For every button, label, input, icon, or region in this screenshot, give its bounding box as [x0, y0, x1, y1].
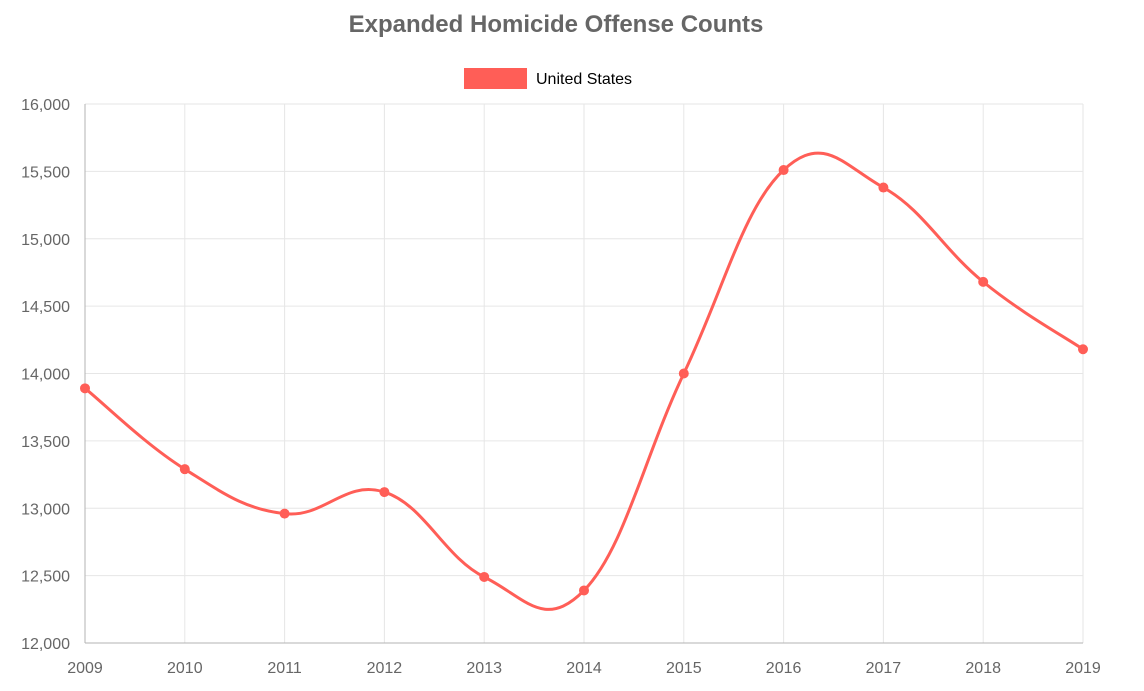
data-point-2018[interactable] — [978, 276, 989, 287]
y-tick-label: 13,500 — [21, 434, 70, 451]
x-tick-label: 2017 — [866, 660, 902, 677]
data-point-2014[interactable] — [579, 585, 589, 596]
y-tick-label: 15,500 — [21, 164, 70, 181]
data-point-2010[interactable] — [179, 464, 190, 475]
data-point-2009[interactable] — [80, 383, 90, 394]
y-tick-label: 12,500 — [21, 569, 70, 586]
y-tick-label: 15,000 — [21, 232, 70, 249]
grid — [84, 103, 1084, 644]
series-line-united-states — [84, 151, 1084, 611]
data-point-2017[interactable] — [878, 182, 889, 193]
y-tick-label: 14,500 — [21, 299, 70, 316]
x-tick-label: 2013 — [466, 660, 502, 677]
data-point-2011[interactable] — [279, 508, 290, 519]
x-tick-label: 2009 — [67, 660, 103, 677]
x-tick-label: 2016 — [766, 660, 802, 677]
legend[interactable]: United States — [464, 68, 632, 89]
x-tick-label: 2010 — [167, 660, 203, 677]
legend-swatch-united-states[interactable] — [464, 68, 527, 89]
data-point-2019[interactable] — [1078, 344, 1088, 355]
y-axis-ticks: 12,000 12,500 13,000 13,500 14,000 14,500 15,0… — [21, 97, 70, 653]
y-tick-label: 16,000 — [21, 97, 70, 114]
data-point-2012[interactable] — [379, 487, 390, 498]
y-tick-label: 14,000 — [21, 367, 70, 384]
legend-label-united-states[interactable]: United States — [536, 71, 632, 88]
x-tick-label: 2018 — [965, 660, 1001, 677]
x-tick-label: 2019 — [1065, 660, 1101, 677]
x-tick-label: 2011 — [267, 660, 302, 677]
x-tick-label: 2015 — [666, 660, 702, 677]
data-point-2016[interactable] — [778, 165, 789, 176]
y-tick-label: 12,000 — [21, 636, 70, 653]
x-tick-label: 2014 — [566, 660, 602, 677]
series — [80, 151, 1088, 611]
chart-title: Expanded Homicide Offense Counts — [349, 11, 764, 38]
y-tick-label: 13,000 — [21, 501, 70, 518]
data-point-2013[interactable] — [479, 571, 490, 582]
x-axis-ticks: 2009 2010 2011 2012 2013 2014 2015 2016 2017 2018… — [67, 660, 1101, 677]
x-tick-label: 2012 — [367, 660, 403, 677]
data-point-2015[interactable] — [678, 368, 689, 379]
axes — [84, 104, 1083, 644]
